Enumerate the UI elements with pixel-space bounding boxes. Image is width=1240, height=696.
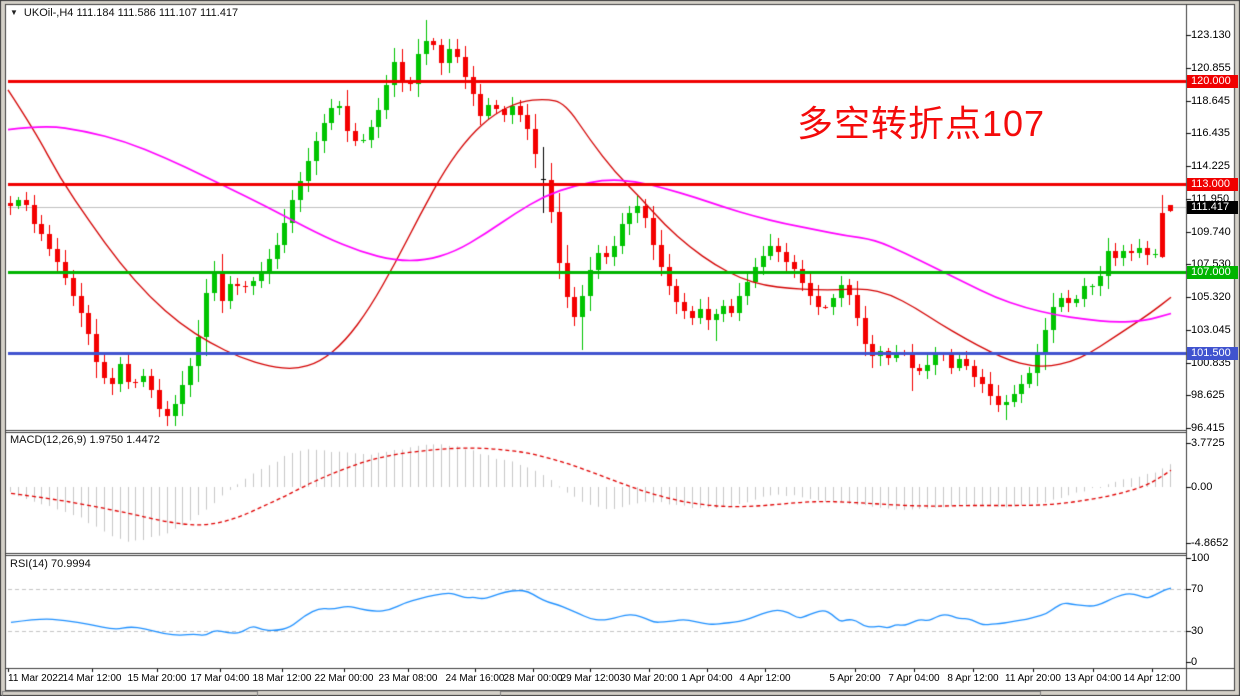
- time-axis-label: 15 Mar 20:00: [127, 673, 187, 684]
- time-axis-label: 18 Mar 12:00: [252, 673, 312, 684]
- time-axis-label: 11 Mar 2022: [8, 673, 64, 684]
- macd-indicator-label: MACD(12,26,9) 1.9750 1.4472: [10, 434, 160, 446]
- price-axis-tick: 105.320: [1191, 291, 1231, 303]
- price-axis-tick: 116.435: [1191, 127, 1230, 139]
- time-axis-label: 22 Mar 00:00: [314, 673, 374, 684]
- rsi-axis-tick: 70: [1191, 583, 1204, 595]
- price-axis-tick: 109.740: [1191, 226, 1231, 238]
- rsi-axis-tick: 0: [1191, 656, 1198, 668]
- price-axis-tick: 120.855: [1191, 62, 1231, 74]
- price-axis-tick: 118.645: [1191, 95, 1230, 107]
- price-level-badge: 107.000: [1187, 266, 1238, 279]
- chart-title-text: UKOil-,H4 111.184 111.586 111.107 111.41…: [23, 7, 239, 19]
- rsi-axis-tick: 100: [1191, 552, 1210, 564]
- rsi-indicator-label: RSI(14) 70.9994: [10, 558, 91, 570]
- price-axis-tick: 98.625: [1191, 389, 1225, 401]
- time-axis-label: 5 Apr 20:00: [829, 673, 881, 684]
- time-axis-label: 17 Mar 04:00: [190, 673, 250, 684]
- chart-title: ▼ UKOil-,H4 111.184 111.586 111.107 111.4…: [10, 7, 238, 19]
- chart-menu-triangle-down-icon[interactable]: ▼: [10, 8, 18, 17]
- time-axis-label: 13 Apr 04:00: [1064, 673, 1122, 684]
- time-axis-label: 14 Apr 12:00: [1123, 673, 1181, 684]
- price-axis-tick: 103.045: [1191, 324, 1231, 336]
- price-axis-tick: 123.130: [1191, 29, 1231, 41]
- macd-axis-tick: 0.00: [1191, 481, 1213, 493]
- time-axis-label: 1 Apr 04:00: [681, 673, 733, 684]
- price-axis-tick: 100.835: [1191, 357, 1231, 369]
- macd-axis-tick: 3.7725: [1191, 437, 1225, 449]
- price-axis-tick: 114.225: [1191, 160, 1230, 172]
- macd-axis-tick: -4.8652: [1191, 537, 1229, 549]
- time-axis-label: 7 Apr 04:00: [888, 673, 940, 684]
- time-axis-label: 24 Mar 16:00: [445, 673, 505, 684]
- rsi-axis-tick: 30: [1191, 625, 1204, 637]
- chart-text-annotation: 多空转折点107: [797, 103, 1046, 144]
- price-level-badge: 120.000: [1187, 75, 1238, 88]
- price-axis-tick: 96.415: [1191, 422, 1225, 434]
- current-price-badge: 111.417: [1187, 201, 1238, 214]
- time-axis-label: 14 Mar 12:00: [62, 673, 122, 684]
- time-axis-label: 11 Apr 20:00: [1005, 673, 1061, 684]
- time-axis-label: 29 Mar 12:00: [560, 673, 620, 684]
- price-level-badge: 113.000: [1187, 178, 1238, 191]
- time-axis-label: 8 Apr 12:00: [947, 673, 999, 684]
- time-axis-label: 28 Mar 00:00: [503, 673, 563, 684]
- time-axis-label: 30 Mar 20:00: [619, 673, 679, 684]
- time-axis-label: 23 Mar 08:00: [378, 673, 438, 684]
- time-axis-label: 4 Apr 12:00: [739, 673, 791, 684]
- price-level-badge: 101.500: [1187, 347, 1238, 360]
